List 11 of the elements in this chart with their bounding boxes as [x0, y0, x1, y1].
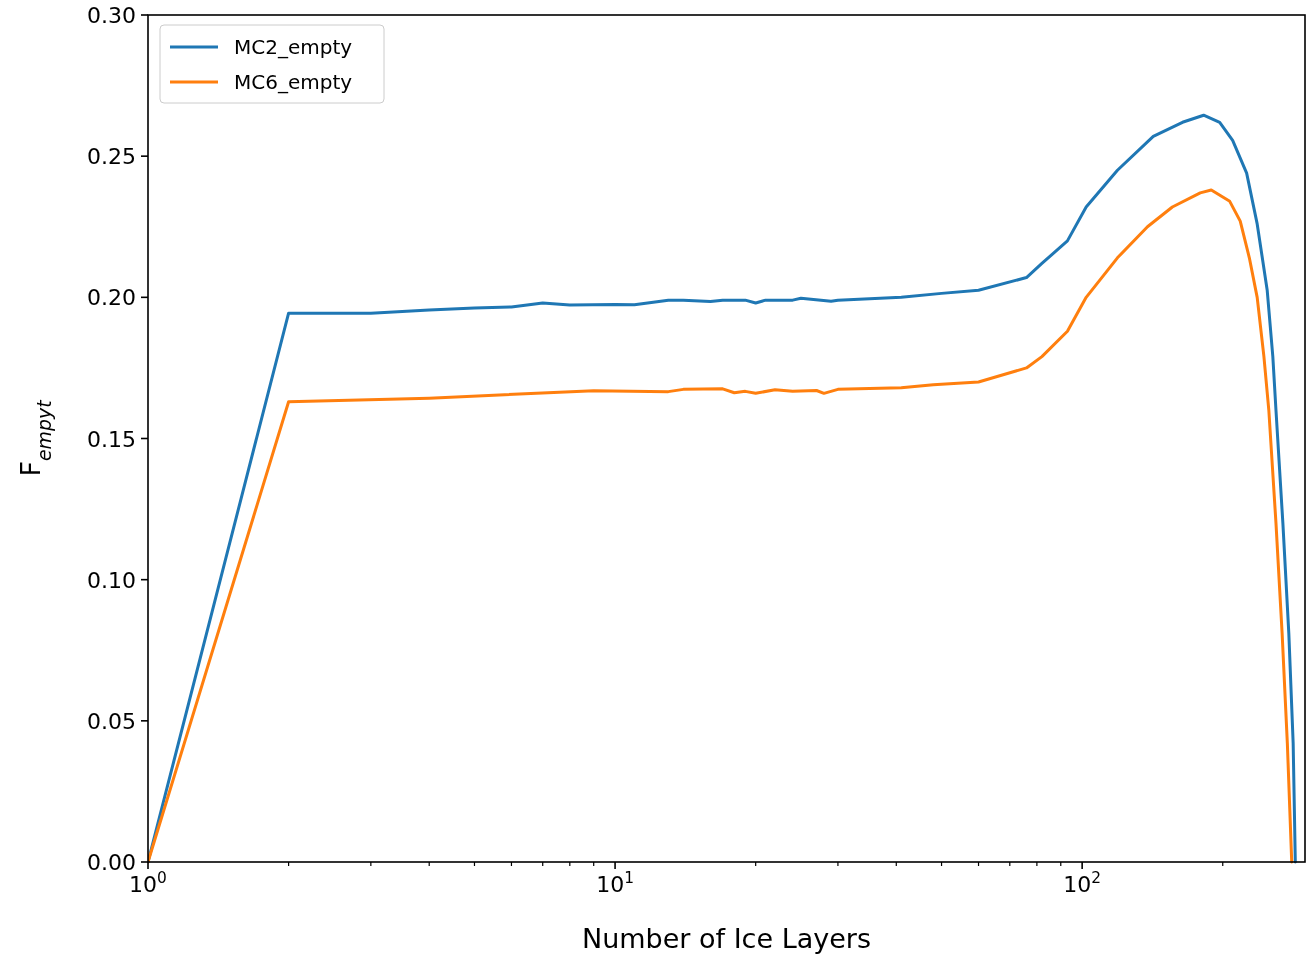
y-tick-label: 0.05: [87, 708, 136, 734]
x-tick-label: 10$^{1}$: [596, 869, 634, 897]
x-tick-label: 10$^{2}$: [1063, 869, 1102, 897]
legend-label: MC6_empty: [234, 70, 353, 94]
legend-label: MC2_empty: [234, 35, 353, 59]
y-tick-label: 0.20: [87, 285, 136, 311]
y-tick-label: 0.15: [87, 426, 136, 452]
y-tick-label: 0.10: [87, 567, 136, 593]
y-tick-label: 0.25: [87, 144, 136, 170]
y-tick-label: 0.30: [87, 3, 136, 28]
x-axis-title: Number of Ice Layers: [582, 923, 871, 954]
